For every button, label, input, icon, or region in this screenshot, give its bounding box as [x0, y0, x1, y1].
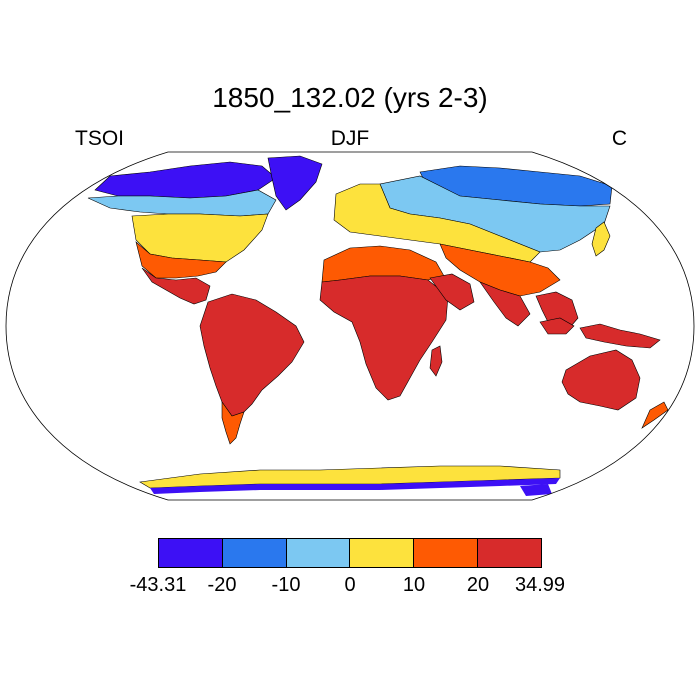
- south-america: [199, 293, 305, 445]
- land-greenland: [267, 155, 323, 211]
- colorbar-swatch: [414, 539, 479, 567]
- variable-label: TSOI: [75, 127, 125, 150]
- colorbar-tick: 0: [344, 574, 356, 596]
- colorbar-swatch: [222, 539, 287, 567]
- colorbar-tick: -43.31: [129, 574, 187, 596]
- colorbar-tick: 34.99: [514, 574, 566, 596]
- land-antarctica-edge: [150, 478, 560, 494]
- land-new-zealand: [641, 401, 669, 429]
- colorbar-swatch: [286, 539, 351, 567]
- land-south-america-hot: [199, 293, 305, 417]
- colorbar-swatch: [350, 539, 415, 567]
- land-central-america: [141, 267, 211, 305]
- colorbar-swatch: [159, 539, 223, 567]
- africa: [319, 245, 449, 401]
- land-north-america-cold: [87, 189, 277, 217]
- units-label: C: [611, 127, 627, 150]
- colorbar-tick: 10: [402, 574, 426, 596]
- land-europe-temperate: [333, 183, 541, 263]
- season-label: DJF: [330, 127, 370, 150]
- land-africa-hot: [319, 275, 449, 401]
- land-asia-warm: [439, 243, 561, 297]
- globe-outline: [5, 151, 695, 501]
- north-america: [87, 161, 277, 305]
- land-south-america-south: [221, 401, 245, 445]
- colorbar: [158, 538, 542, 568]
- land-north-america-warm: [135, 241, 227, 279]
- colorbar-tick: 20: [466, 574, 490, 596]
- plot-title: 1850_132.02 (yrs 2-3): [212, 82, 488, 113]
- land-maritime-southeast-asia: [539, 317, 661, 349]
- land-arabia: [429, 273, 475, 311]
- land-madagascar: [429, 345, 443, 377]
- colorbar-tick: -10: [271, 574, 301, 596]
- colorbar-tick: -20: [207, 574, 237, 596]
- land-australia: [561, 349, 641, 411]
- colorbar-swatch: [478, 539, 541, 567]
- eurasia: [333, 165, 613, 333]
- land-antarctica-tip: [520, 484, 552, 496]
- land-japan: [591, 221, 611, 257]
- colorbar-tick-labels: -43.31 -20 -10 0 10 20 34.99: [0, 574, 700, 600]
